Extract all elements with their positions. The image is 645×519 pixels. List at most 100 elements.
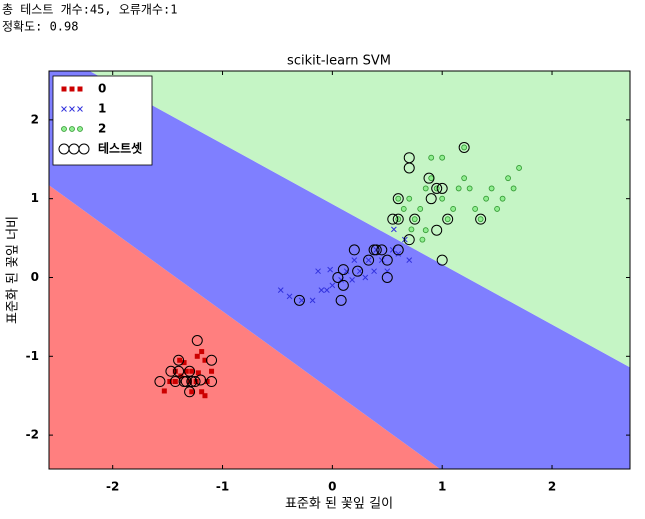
point: [61, 86, 67, 92]
point: [209, 368, 215, 374]
test-point: [425, 193, 437, 205]
point: [177, 357, 183, 363]
test-point: [387, 213, 399, 225]
point: [422, 185, 429, 192]
point: [199, 389, 205, 395]
point: [189, 368, 195, 374]
point: [172, 379, 178, 385]
decision-region: [49, 71, 630, 469]
test-point: [337, 279, 349, 291]
point: [189, 389, 195, 395]
test-point: [392, 213, 404, 225]
point: [419, 236, 426, 243]
point: [428, 154, 435, 161]
point: [439, 154, 446, 161]
point: [395, 195, 402, 202]
point: [401, 236, 408, 243]
point: [194, 353, 200, 359]
legend-label: 2: [98, 122, 106, 136]
test-point: [436, 254, 448, 266]
test-point: [348, 244, 360, 256]
test-point: [184, 386, 196, 398]
test-point: [381, 271, 393, 283]
point: [406, 257, 413, 264]
point: [477, 216, 484, 223]
test-point: [206, 354, 218, 366]
point: [499, 195, 506, 202]
test-point: [335, 294, 347, 306]
point: [309, 297, 316, 304]
point: [69, 126, 75, 132]
x-tick-label: 0: [328, 480, 336, 494]
test-point: [475, 213, 487, 225]
decision-region: [89, 71, 630, 368]
point: [183, 368, 189, 374]
point: [439, 195, 446, 202]
test-point: [154, 376, 166, 388]
plot-frame: [48, 70, 631, 470]
point: [400, 206, 407, 212]
test-point: [165, 365, 177, 377]
y-tick-label: 2: [31, 112, 39, 126]
test-point: [173, 365, 185, 377]
test-point: [332, 271, 344, 283]
point: [510, 185, 517, 192]
test-point: [363, 254, 375, 266]
point: [516, 165, 522, 171]
point: [408, 226, 415, 233]
point: [199, 349, 205, 355]
point: [455, 185, 462, 192]
test-point: [169, 376, 181, 388]
test-point: [173, 354, 185, 366]
point: [483, 195, 490, 202]
y-tick-label: -1: [26, 349, 39, 363]
point: [356, 268, 363, 275]
test-point: [78, 143, 90, 155]
point: [417, 206, 424, 212]
test-point: [191, 335, 203, 347]
point: [202, 393, 208, 399]
x-tick-label: -2: [106, 480, 119, 494]
test-point: [392, 244, 404, 256]
point: [77, 126, 83, 132]
test-point: [352, 265, 364, 277]
y-tick-label: -2: [26, 428, 39, 442]
test-point: [195, 374, 207, 386]
legend-label: 1: [98, 102, 106, 116]
y-tick-label: 0: [31, 270, 39, 284]
test-point: [381, 254, 393, 266]
test-point: [370, 244, 382, 256]
test-point: [178, 376, 190, 388]
point: [450, 206, 457, 212]
point: [204, 379, 210, 385]
point: [391, 226, 397, 233]
point: [362, 274, 369, 281]
legend-label: 테스트셋: [98, 141, 142, 156]
chart-title: scikit-learn SVM: [287, 54, 391, 69]
test-point: [392, 193, 404, 205]
point: [444, 216, 451, 223]
point: [505, 175, 511, 182]
point: [161, 388, 167, 394]
test-point: [376, 244, 388, 256]
test-point: [293, 294, 305, 306]
points: [154, 141, 522, 399]
x-tick-label: 2: [548, 480, 556, 494]
point: [324, 287, 330, 293]
x-tick-label: -1: [216, 480, 229, 494]
point: [371, 268, 377, 275]
test-point: [206, 376, 218, 388]
point: [172, 368, 178, 374]
point: [69, 86, 75, 92]
point: [77, 86, 83, 92]
test-point: [431, 224, 443, 236]
point: [351, 257, 358, 264]
test-point: [337, 264, 349, 276]
point: [349, 276, 355, 283]
y-tick-label: 1: [31, 191, 39, 205]
point: [61, 106, 67, 112]
point: [488, 185, 495, 192]
x-tick-label: 1: [438, 480, 446, 494]
point: [428, 175, 435, 182]
